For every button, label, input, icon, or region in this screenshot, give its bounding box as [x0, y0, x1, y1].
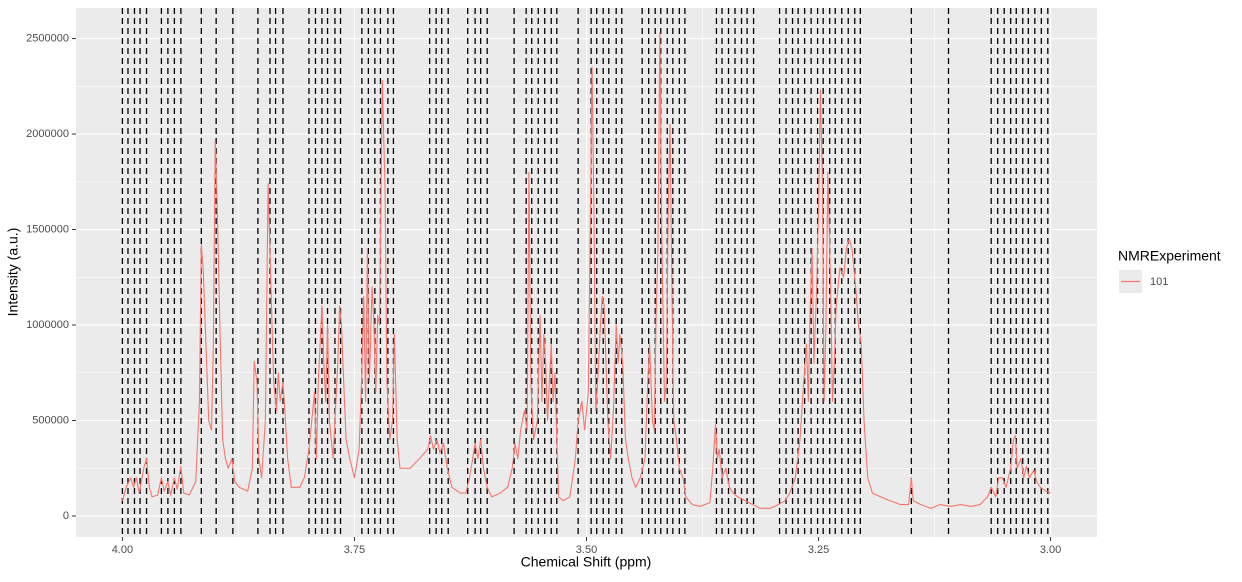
x-tick-label: 3.50: [576, 544, 597, 556]
y-axis-label: Intensity (a.u.): [5, 228, 21, 317]
y-tick-label: 2000000: [26, 128, 69, 140]
y-tick-label: 1500000: [26, 223, 69, 235]
legend-label: 101: [1150, 276, 1168, 288]
y-tick-label: 1000000: [26, 319, 69, 331]
x-tick-label: 3.25: [808, 544, 829, 556]
x-tick-label: 4.00: [112, 544, 133, 556]
y-tick-label: 0: [63, 510, 69, 522]
x-tick-label: 3.00: [1040, 544, 1061, 556]
y-tick-label: 500000: [32, 414, 69, 426]
x-tick-label: 3.75: [344, 544, 365, 556]
spectrum-line: [121, 32, 1051, 509]
legend-title: NMRExperiment: [1118, 248, 1221, 264]
y-tick-label: 2500000: [26, 32, 69, 44]
x-axis-label: Chemical Shift (ppm): [521, 554, 652, 570]
